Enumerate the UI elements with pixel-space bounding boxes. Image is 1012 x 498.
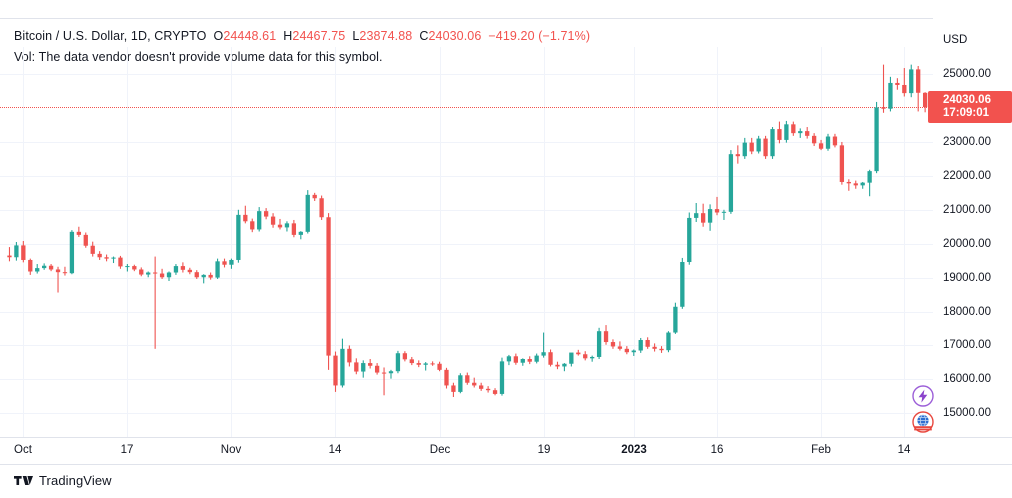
price-axis-tick: 21000.00	[943, 203, 991, 216]
gridline-horizontal	[0, 277, 933, 279]
gridline-vertical	[821, 47, 822, 437]
time-axis-tick: 14	[897, 444, 911, 456]
price-axis-unit: USD	[943, 34, 968, 46]
gridline-vertical	[440, 47, 441, 437]
gridline-vertical	[717, 47, 718, 437]
footer-divider	[0, 464, 1012, 465]
gridline-vertical	[127, 47, 128, 437]
price-axis-tick: 19000.00	[943, 271, 991, 284]
price-axis-tick: 18000.00	[943, 305, 991, 318]
open-value: 24448.61	[223, 29, 277, 43]
chart-floating-buttons[interactable]	[912, 385, 938, 433]
lightning-bolt-icon[interactable]	[912, 385, 934, 407]
change-value: −419.20 (−1.71%)	[488, 29, 591, 43]
time-axis-tick: 17	[120, 444, 134, 456]
tradingview-logo[interactable]: TradingView	[14, 473, 112, 488]
time-axis-tick: Nov	[220, 444, 242, 456]
gridline-vertical	[231, 47, 232, 437]
gridline-horizontal	[0, 209, 933, 211]
gridline-horizontal	[0, 74, 933, 76]
gridline-horizontal	[0, 311, 933, 313]
gridline-vertical	[634, 47, 635, 437]
close-key: C	[419, 29, 429, 43]
time-axis-tick: 2023	[621, 444, 647, 456]
tradingview-brand-text: TradingView	[39, 473, 112, 488]
chart-legend: Bitcoin / U.S. Dollar, 1D, CRYPTO O24448.…	[14, 27, 914, 66]
time-axis-divider	[0, 437, 1012, 438]
gridline-horizontal	[0, 243, 933, 245]
time-axis-tick: 16	[710, 444, 724, 456]
price-axis-tick: 16000.00	[943, 373, 991, 386]
gridline-vertical	[904, 47, 905, 437]
time-axis-tick: Dec	[429, 444, 451, 456]
header-divider	[0, 18, 1012, 19]
price-axis-tick: 15000.00	[943, 407, 991, 420]
gridline-horizontal	[0, 345, 933, 347]
gridline-vertical	[335, 47, 336, 437]
legend-ohlc-row: Bitcoin / U.S. Dollar, 1D, CRYPTO O24448.…	[14, 27, 914, 45]
close-value: 24030.06	[428, 29, 482, 43]
high-key: H	[283, 29, 293, 43]
price-axis-tick: 20000.00	[943, 237, 991, 250]
price-axis-tick: 23000.00	[943, 135, 991, 148]
tradingview-mark-icon	[14, 476, 33, 485]
volume-note: Vol: The data vendor doesn't provide vol…	[14, 50, 383, 64]
current-price-value: 24030.06	[943, 94, 991, 107]
gridline-horizontal	[0, 175, 933, 177]
time-axis-tick: Oct	[14, 444, 32, 456]
gridline-horizontal	[0, 141, 933, 143]
chart-plot-area[interactable]	[0, 47, 933, 437]
high-value: 24467.75	[292, 29, 346, 43]
gridline-vertical	[544, 47, 545, 437]
time-axis-tick: 19	[537, 444, 551, 456]
open-key: O	[213, 29, 224, 43]
current-price-badge: 24030.06 17:09:01	[928, 91, 1012, 124]
price-axis-tick: 17000.00	[943, 339, 991, 352]
globe-flag-icon[interactable]	[912, 411, 934, 433]
price-axis[interactable]: USD 25000.00 23000.00 22000.00 21000.00 2000…	[928, 18, 1012, 437]
symbol-title[interactable]: Bitcoin / U.S. Dollar, 1D, CRYPTO	[14, 29, 207, 43]
time-axis-tick: Feb	[811, 444, 831, 456]
low-value: 23874.88	[359, 29, 413, 43]
low-key: L	[352, 29, 360, 43]
price-axis-tick: 22000.00	[943, 169, 991, 182]
time-axis-tick: 14	[328, 444, 342, 456]
gridline-horizontal	[0, 413, 933, 415]
time-axis[interactable]: Oct 17 Nov 14 Dec 19 2023 16 Feb 14	[0, 438, 933, 464]
candlestick-series	[7, 64, 928, 397]
current-price-time: 17:09:01	[943, 107, 990, 120]
price-axis-tick: 25000.00	[943, 68, 991, 81]
current-price-line	[0, 107, 933, 109]
